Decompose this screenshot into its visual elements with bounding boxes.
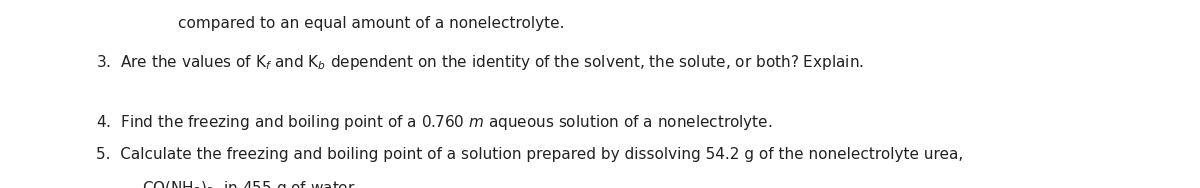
Text: CO(NH$_2$)$_2$, in 455 g of water.: CO(NH$_2$)$_2$, in 455 g of water. <box>142 179 359 188</box>
Text: 5.  Calculate the freezing and boiling point of a solution prepared by dissolvin: 5. Calculate the freezing and boiling po… <box>96 147 964 162</box>
Text: 4.  Find the freezing and boiling point of a 0.760 $m$ aqueous solution of a non: 4. Find the freezing and boiling point o… <box>96 113 773 132</box>
Text: 3.  Are the values of K$_f$ and K$_b$ dependent on the identity of the solvent, : 3. Are the values of K$_f$ and K$_b$ dep… <box>96 53 864 72</box>
Text: compared to an equal amount of a nonelectrolyte.: compared to an equal amount of a nonelec… <box>178 16 564 31</box>
